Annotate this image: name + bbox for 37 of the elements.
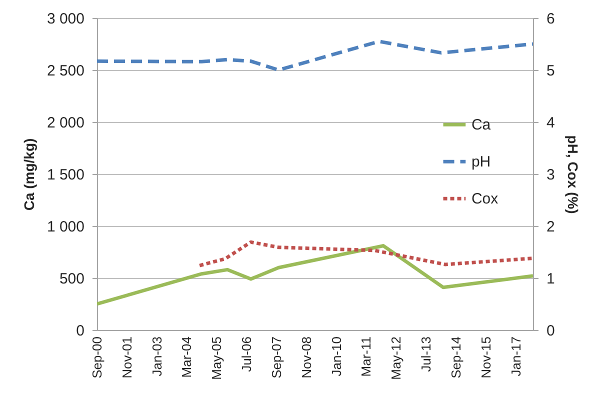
- y-tick-label: 1 500: [46, 166, 84, 184]
- y-tick-label: 1 000: [46, 218, 84, 236]
- legend-label: Cox: [471, 190, 499, 208]
- x-tick-label: Jul-13: [418, 336, 434, 372]
- x-tick-label: May-05: [209, 336, 224, 380]
- x-tick-label: Sep-14: [448, 336, 464, 378]
- x-tick-label: Nov-15: [478, 336, 494, 378]
- y2-tick-label: 4: [546, 114, 555, 132]
- x-tick-label: Mar-11: [358, 336, 374, 377]
- y-tick-label: 2 500: [46, 62, 84, 80]
- x-tick-label: Nov-08: [298, 336, 314, 378]
- legend-label: pH: [471, 154, 491, 171]
- line-series: [198, 240, 533, 268]
- x-tick-label: Nov-01: [119, 336, 134, 378]
- y-axis-title: Ca (mg/kg): [20, 138, 37, 211]
- x-tick-label: Sep-00: [90, 336, 104, 378]
- y2-axis-title: pH, Cox (%): [564, 135, 581, 214]
- y2-tick-label: 3: [546, 166, 555, 184]
- y-tick-label: 0: [76, 322, 84, 340]
- y2-tick-label: 0: [546, 322, 555, 340]
- line-series: [97, 244, 533, 306]
- x-tick-label: Jul-06: [239, 336, 254, 372]
- x-tick-label: Jan-10: [328, 336, 344, 376]
- legend-label: Ca: [471, 116, 492, 134]
- x-tick-label: Mar-04: [179, 336, 194, 378]
- y2-tick-label: 2: [546, 218, 555, 236]
- y2-tick-label: 6: [546, 10, 555, 28]
- x-tick-label: Jan-03: [149, 336, 164, 376]
- y2-tick-label: 1: [546, 270, 555, 288]
- x-tick-label: May-12: [388, 336, 404, 380]
- y-tick-label: 500: [59, 270, 84, 288]
- y-tick-label: 3 000: [46, 10, 84, 28]
- x-tick-label: Jan-17: [508, 336, 524, 376]
- y2-tick-label: 5: [546, 62, 555, 80]
- y-tick-label: 2 000: [46, 114, 84, 132]
- line-series: [97, 40, 533, 72]
- x-tick-label: Sep-07: [268, 336, 284, 378]
